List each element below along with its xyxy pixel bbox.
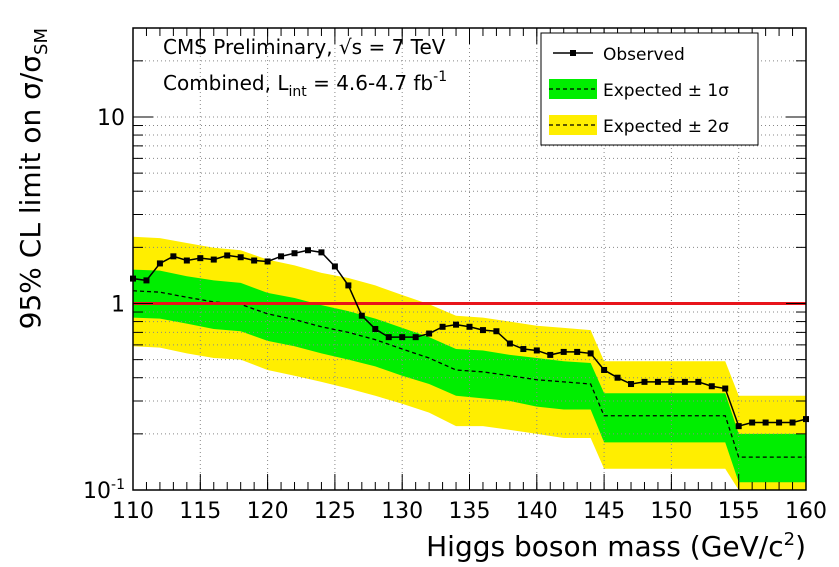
legend-label: Expected ± 1σ [603, 81, 729, 101]
x-tick-label: 160 [785, 499, 827, 524]
observed-point [412, 334, 419, 341]
annotation: CMS Preliminary, √s = 7 TeV [163, 35, 446, 59]
observed-point [735, 423, 742, 430]
observed-point [708, 383, 715, 390]
observed-point [372, 325, 379, 332]
observed-point [479, 327, 486, 334]
x-axis-title-rest: ) [795, 530, 806, 563]
x-tick-label: 130 [381, 499, 423, 524]
legend-label: Observed [603, 45, 685, 65]
x-tick-label: 115 [179, 499, 221, 524]
y-tick-label: 10 [97, 106, 125, 131]
x-tick-label: 150 [650, 499, 692, 524]
y-axis-title: 95% CL limit on σ/σSM [14, 28, 52, 329]
annotation: Combined, Lint = 4.6-4.7 fb-1 [163, 69, 447, 100]
observed-point [224, 252, 231, 259]
annotation-sup: -1 [433, 69, 447, 85]
x-tick-label: 140 [516, 499, 558, 524]
observed-point [547, 351, 554, 358]
observed-point [197, 255, 204, 262]
y-axis-title-text: 95% CL limit on σ/σ [14, 55, 47, 329]
observed-point [237, 254, 244, 261]
observed-point [426, 330, 433, 337]
observed-point [358, 312, 365, 319]
observed-point [520, 346, 527, 353]
observed-point [762, 419, 769, 426]
x-tick-label: 135 [449, 499, 491, 524]
observed-point [574, 348, 581, 355]
observed-point [318, 249, 325, 256]
legend-label: Expected ± 2σ [603, 117, 729, 137]
observed-point [560, 348, 567, 355]
observed-point [399, 334, 406, 341]
observed-point [695, 378, 702, 385]
y-tick-label-base: 10 [83, 479, 111, 504]
x-tick-label: 120 [247, 499, 289, 524]
y-axis-title-sub: SM [31, 28, 52, 55]
observed-point [466, 323, 473, 330]
x-axis-title-text: Higgs boson mass (GeV/c [426, 530, 783, 563]
x-tick-label: 145 [583, 499, 625, 524]
observed-point [654, 378, 661, 385]
observed-point [264, 258, 271, 265]
observed-point [143, 277, 150, 284]
observed-point [170, 253, 177, 260]
observed-point [722, 385, 729, 392]
observed-point [614, 374, 621, 381]
annotation-rest: = 4.6-4.7 fb [307, 71, 433, 95]
x-tick-label: 125 [314, 499, 356, 524]
observed-point [628, 381, 635, 388]
observed-point [345, 282, 352, 289]
observed-point [506, 340, 513, 347]
observed-point [278, 253, 285, 260]
x-tick-label: 110 [112, 499, 154, 524]
legend-marker [570, 50, 576, 56]
expected-band [133, 269, 806, 483]
x-axis-title: Higgs boson mass (GeV/c2) [426, 529, 806, 563]
observed-point [587, 350, 594, 357]
x-tick-label: 155 [718, 499, 760, 524]
y-tick-label-sup: -1 [111, 477, 125, 493]
observed-point [601, 366, 608, 373]
observed-point [439, 323, 446, 330]
observed-point [385, 334, 392, 341]
observed-point [681, 378, 688, 385]
observed-point [304, 247, 311, 254]
observed-point [749, 419, 756, 426]
observed-point [331, 263, 338, 270]
x-axis-title-sup: 2 [784, 529, 795, 550]
annotation-text: Combined, L [163, 71, 289, 95]
observed-point [251, 257, 258, 264]
y-tick-label: 10-1 [83, 477, 125, 504]
observed-point [156, 260, 163, 267]
observed-point [776, 419, 783, 426]
observed-point [453, 321, 460, 328]
observed-point [183, 257, 190, 264]
observed-point [668, 378, 675, 385]
observed-point [641, 378, 648, 385]
observed-point [493, 328, 500, 335]
observed-point [210, 256, 217, 263]
annotation-sub: int [288, 84, 307, 100]
observed-point [533, 347, 540, 354]
observed-point [789, 419, 796, 426]
observed-point [291, 250, 298, 257]
y-tick-label: 1 [111, 292, 125, 317]
